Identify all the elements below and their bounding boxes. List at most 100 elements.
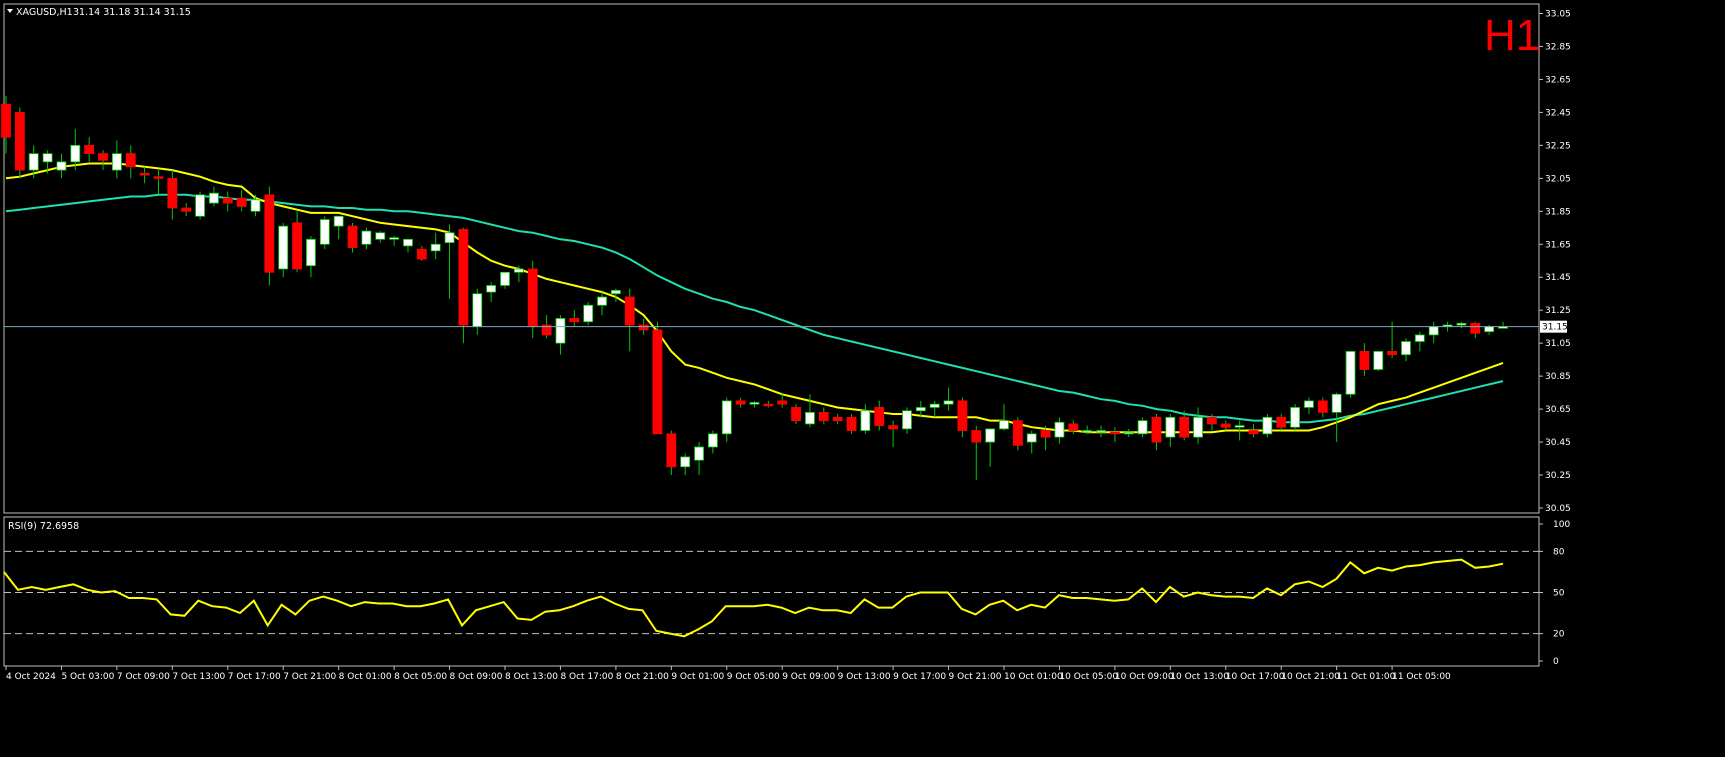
bear-candle [347,225,358,248]
bull-candle [610,290,621,295]
rsi-tick-label: 100 [1553,520,1570,530]
bear-candle [888,425,899,430]
bull-candle [1484,326,1495,333]
bear-candle [818,411,829,422]
time-tick-label: 11 Oct 05:00 [1392,672,1451,682]
bear-candle [1109,431,1120,435]
bull-candle [1082,430,1093,433]
rsi-panel-frame [3,516,1540,667]
bear-candle [1387,351,1398,356]
bear-candle [971,430,982,443]
bull-candle [375,232,386,240]
bull-candle [111,153,122,171]
bull-candle [708,433,718,448]
bear-candle [222,197,233,204]
bear-candle [1179,416,1190,438]
price-tick-label: 33.05 [1545,10,1571,20]
bull-candle [1456,322,1467,326]
bull-candle [195,194,205,217]
bear-candle [1068,423,1079,431]
time-tick-label: 7 Oct 13:00 [172,672,225,682]
bull-candle [1304,400,1314,408]
bear-candle [527,268,538,328]
bull-candle [513,268,524,273]
bull-candle [486,285,497,293]
bear-candle [1,103,11,138]
bull-candle [1137,420,1148,435]
bull-candle [1165,416,1176,438]
bear-candle [125,153,136,168]
time-tick-label: 7 Oct 21:00 [283,672,336,682]
bull-candle [555,318,566,344]
price-tick-label: 30.05 [1545,504,1571,514]
symbol-timeframe: XAGUSD,H1 [16,7,73,18]
bull-candle [749,402,760,405]
price-tick-label: 31.45 [1545,273,1571,283]
bull-candle [500,271,510,286]
time-tick-label: 11 Oct 01:00 [1337,672,1396,682]
bull-candle [999,420,1009,430]
bull-candle [1096,430,1106,433]
rsi-tick-label: 20 [1553,630,1565,640]
bear-candle [541,324,552,336]
time-tick-label: 8 Oct 21:00 [616,672,669,682]
bear-candle [264,194,275,273]
bear-candle [791,407,801,422]
rsi-title: RSI(9) 72.6958 [8,521,79,532]
price-tick-label: 31.05 [1545,339,1571,349]
time-tick-label: 10 Oct 05:00 [1059,672,1118,682]
price-tick-label: 32.25 [1545,141,1571,151]
rsi-tick-label: 80 [1553,547,1565,557]
bull-candle [361,230,372,245]
bear-candle [292,222,302,270]
candlestick-series [1,95,1508,480]
bull-candle [860,410,871,431]
bull-candle [1193,416,1203,438]
time-tick-label: 9 Oct 21:00 [949,672,1002,682]
ohlc-readout: 31.14 31.18 31.14 31.15 [73,7,191,18]
rsi-axis: 100 80 50 20 0 [1539,520,1570,667]
bull-candle [985,428,996,443]
symbol-dropdown-icon[interactable] [7,9,13,13]
bear-candle [1276,416,1287,428]
price-axis: 33.05 32.85 32.65 32.45 32.25 32.05 31.85 31.65… [1539,10,1571,514]
time-tick-label: 8 Oct 05:00 [394,672,447,682]
bull-candle [1331,393,1342,413]
price-tick-label: 30.65 [1545,405,1571,415]
bear-candle [458,229,469,326]
time-tick-label: 5 Oct 03:00 [61,672,114,682]
bull-candle [278,225,289,270]
rsi-line [3,558,1504,638]
time-tick-label: 9 Oct 05:00 [727,672,780,682]
bear-candle [416,248,427,260]
bull-candle [929,403,940,408]
bear-candle [652,329,663,435]
bear-candle [763,403,774,407]
bull-candle [680,456,691,468]
time-tick-label: 8 Oct 09:00 [450,672,503,682]
bear-candle [1012,420,1023,446]
bull-candle [915,407,926,412]
bull-candle [805,411,815,425]
time-tick-label: 9 Oct 01:00 [671,672,724,682]
price-tick-label: 31.25 [1545,306,1571,316]
price-tick-label: 31.65 [1545,240,1571,250]
bull-candle [42,153,53,163]
bull-candle [333,215,344,227]
bear-candle [1470,322,1481,334]
bear-candle [957,400,968,431]
bear-candle [846,416,857,431]
bear-candle [84,144,95,155]
bear-candle [1317,400,1328,413]
bull-candle [1401,341,1411,356]
time-axis: 4 Oct 2024 5 Oct 03:00 7 Oct 09:00 7 Oct 13… [5,666,1451,682]
time-tick-label: 8 Oct 01:00 [339,672,392,682]
bull-candle [28,153,39,171]
bull-candle [694,446,704,461]
time-tick-label: 9 Oct 09:00 [782,672,835,682]
time-tick-label: 8 Oct 17:00 [560,672,613,682]
price-tick-label: 32.65 [1545,75,1571,85]
bull-candle [472,293,483,328]
rsi-polyline [3,558,1504,638]
